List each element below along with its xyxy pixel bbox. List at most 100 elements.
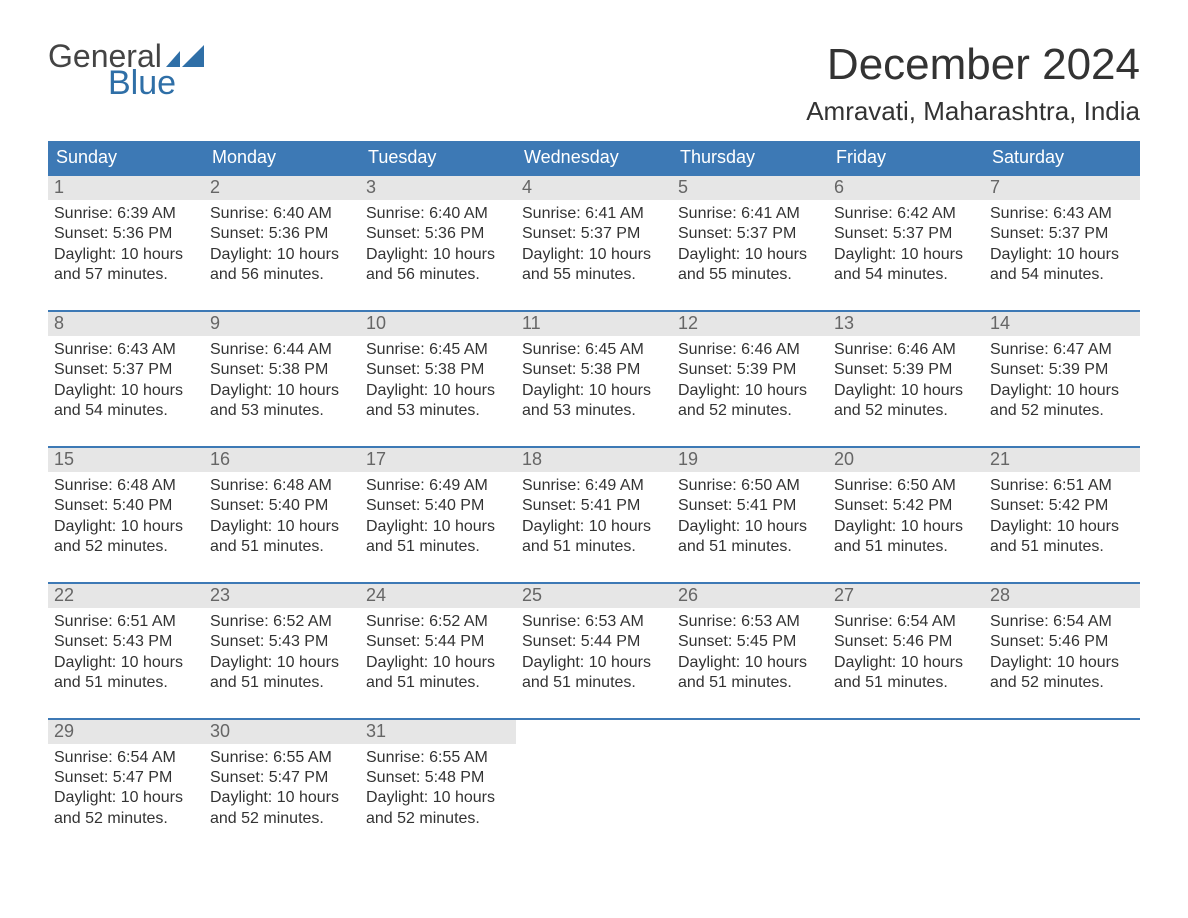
daylight-line-1: Daylight: 10 hours	[834, 245, 978, 265]
day-number: 28	[984, 584, 1140, 608]
daylight-line-1: Daylight: 10 hours	[210, 517, 354, 537]
daylight-line-2: and 51 minutes.	[678, 673, 822, 693]
daylight-line-2: and 52 minutes.	[54, 537, 198, 557]
calendar-cell	[828, 720, 984, 832]
week-row: 15Sunrise: 6:48 AMSunset: 5:40 PMDayligh…	[48, 446, 1140, 560]
daylight-line-1: Daylight: 10 hours	[54, 381, 198, 401]
sunset-line: Sunset: 5:40 PM	[54, 496, 198, 516]
cell-body: Sunrise: 6:45 AMSunset: 5:38 PMDaylight:…	[516, 336, 672, 424]
daylight-line-1: Daylight: 10 hours	[990, 517, 1134, 537]
sunrise-line: Sunrise: 6:53 AM	[678, 612, 822, 632]
calendar-cell: 1Sunrise: 6:39 AMSunset: 5:36 PMDaylight…	[48, 176, 204, 288]
weekday-header: Wednesday	[516, 141, 672, 174]
calendar-cell: 4Sunrise: 6:41 AMSunset: 5:37 PMDaylight…	[516, 176, 672, 288]
daylight-line-2: and 52 minutes.	[54, 809, 198, 829]
calendar-cell: 28Sunrise: 6:54 AMSunset: 5:46 PMDayligh…	[984, 584, 1140, 696]
daylight-line-2: and 54 minutes.	[990, 265, 1134, 285]
day-number: 14	[984, 312, 1140, 336]
cell-body: Sunrise: 6:51 AMSunset: 5:42 PMDaylight:…	[984, 472, 1140, 560]
cell-body: Sunrise: 6:54 AMSunset: 5:46 PMDaylight:…	[984, 608, 1140, 696]
calendar-cell: 31Sunrise: 6:55 AMSunset: 5:48 PMDayligh…	[360, 720, 516, 832]
weeks-container: 1Sunrise: 6:39 AMSunset: 5:36 PMDaylight…	[48, 174, 1140, 831]
calendar-cell: 24Sunrise: 6:52 AMSunset: 5:44 PMDayligh…	[360, 584, 516, 696]
weekday-header: Monday	[204, 141, 360, 174]
sunset-line: Sunset: 5:38 PM	[210, 360, 354, 380]
day-number: 24	[360, 584, 516, 608]
daylight-line-2: and 51 minutes.	[366, 673, 510, 693]
cell-body: Sunrise: 6:40 AMSunset: 5:36 PMDaylight:…	[204, 200, 360, 288]
day-number: 31	[360, 720, 516, 744]
daylight-line-1: Daylight: 10 hours	[366, 245, 510, 265]
daylight-line-1: Daylight: 10 hours	[366, 653, 510, 673]
page-header: General Blue December 2024 Amravati, Mah…	[48, 40, 1140, 127]
sunrise-line: Sunrise: 6:41 AM	[522, 204, 666, 224]
title-block: December 2024 Amravati, Maharashtra, Ind…	[806, 40, 1140, 127]
sunrise-line: Sunrise: 6:46 AM	[678, 340, 822, 360]
cell-body: Sunrise: 6:48 AMSunset: 5:40 PMDaylight:…	[48, 472, 204, 560]
daylight-line-2: and 52 minutes.	[366, 809, 510, 829]
sunrise-line: Sunrise: 6:54 AM	[990, 612, 1134, 632]
daylight-line-2: and 52 minutes.	[990, 673, 1134, 693]
sunset-line: Sunset: 5:43 PM	[54, 632, 198, 652]
week-row: 1Sunrise: 6:39 AMSunset: 5:36 PMDaylight…	[48, 174, 1140, 288]
calendar-cell: 23Sunrise: 6:52 AMSunset: 5:43 PMDayligh…	[204, 584, 360, 696]
daylight-line-2: and 51 minutes.	[522, 537, 666, 557]
daylight-line-1: Daylight: 10 hours	[834, 381, 978, 401]
daylight-line-1: Daylight: 10 hours	[990, 245, 1134, 265]
daylight-line-1: Daylight: 10 hours	[210, 381, 354, 401]
daylight-line-2: and 51 minutes.	[834, 673, 978, 693]
cell-body: Sunrise: 6:45 AMSunset: 5:38 PMDaylight:…	[360, 336, 516, 424]
calendar-cell: 3Sunrise: 6:40 AMSunset: 5:36 PMDaylight…	[360, 176, 516, 288]
weekday-header: Tuesday	[360, 141, 516, 174]
sunset-line: Sunset: 5:38 PM	[366, 360, 510, 380]
calendar-cell: 30Sunrise: 6:55 AMSunset: 5:47 PMDayligh…	[204, 720, 360, 832]
sunrise-line: Sunrise: 6:49 AM	[366, 476, 510, 496]
daylight-line-2: and 53 minutes.	[210, 401, 354, 421]
sunrise-line: Sunrise: 6:50 AM	[834, 476, 978, 496]
daylight-line-1: Daylight: 10 hours	[210, 245, 354, 265]
calendar-cell: 2Sunrise: 6:40 AMSunset: 5:36 PMDaylight…	[204, 176, 360, 288]
cell-body: Sunrise: 6:40 AMSunset: 5:36 PMDaylight:…	[360, 200, 516, 288]
sunrise-line: Sunrise: 6:43 AM	[990, 204, 1134, 224]
sunset-line: Sunset: 5:37 PM	[990, 224, 1134, 244]
sunset-line: Sunset: 5:36 PM	[54, 224, 198, 244]
daylight-line-2: and 51 minutes.	[522, 673, 666, 693]
daylight-line-1: Daylight: 10 hours	[990, 653, 1134, 673]
sunset-line: Sunset: 5:47 PM	[210, 768, 354, 788]
daylight-line-1: Daylight: 10 hours	[990, 381, 1134, 401]
day-number: 17	[360, 448, 516, 472]
daylight-line-1: Daylight: 10 hours	[522, 517, 666, 537]
sunset-line: Sunset: 5:39 PM	[990, 360, 1134, 380]
sunset-line: Sunset: 5:39 PM	[834, 360, 978, 380]
day-number: 29	[48, 720, 204, 744]
daylight-line-2: and 51 minutes.	[210, 537, 354, 557]
daylight-line-2: and 51 minutes.	[366, 537, 510, 557]
sunset-line: Sunset: 5:46 PM	[834, 632, 978, 652]
day-number: 15	[48, 448, 204, 472]
calendar-cell: 8Sunrise: 6:43 AMSunset: 5:37 PMDaylight…	[48, 312, 204, 424]
daylight-line-1: Daylight: 10 hours	[366, 381, 510, 401]
week-row: 29Sunrise: 6:54 AMSunset: 5:47 PMDayligh…	[48, 718, 1140, 832]
sunrise-line: Sunrise: 6:43 AM	[54, 340, 198, 360]
calendar-cell: 5Sunrise: 6:41 AMSunset: 5:37 PMDaylight…	[672, 176, 828, 288]
cell-body: Sunrise: 6:49 AMSunset: 5:40 PMDaylight:…	[360, 472, 516, 560]
daylight-line-2: and 56 minutes.	[366, 265, 510, 285]
calendar-cell	[672, 720, 828, 832]
cell-body: Sunrise: 6:53 AMSunset: 5:44 PMDaylight:…	[516, 608, 672, 696]
day-number: 5	[672, 176, 828, 200]
calendar-cell	[516, 720, 672, 832]
calendar-cell: 22Sunrise: 6:51 AMSunset: 5:43 PMDayligh…	[48, 584, 204, 696]
day-number: 11	[516, 312, 672, 336]
daylight-line-1: Daylight: 10 hours	[522, 381, 666, 401]
calendar-cell: 19Sunrise: 6:50 AMSunset: 5:41 PMDayligh…	[672, 448, 828, 560]
weekday-header: Sunday	[48, 141, 204, 174]
sunrise-line: Sunrise: 6:50 AM	[678, 476, 822, 496]
sunset-line: Sunset: 5:44 PM	[522, 632, 666, 652]
sunset-line: Sunset: 5:37 PM	[54, 360, 198, 380]
cell-body: Sunrise: 6:44 AMSunset: 5:38 PMDaylight:…	[204, 336, 360, 424]
day-number: 3	[360, 176, 516, 200]
sunrise-line: Sunrise: 6:46 AM	[834, 340, 978, 360]
cell-body: Sunrise: 6:48 AMSunset: 5:40 PMDaylight:…	[204, 472, 360, 560]
day-number: 22	[48, 584, 204, 608]
sunrise-line: Sunrise: 6:44 AM	[210, 340, 354, 360]
